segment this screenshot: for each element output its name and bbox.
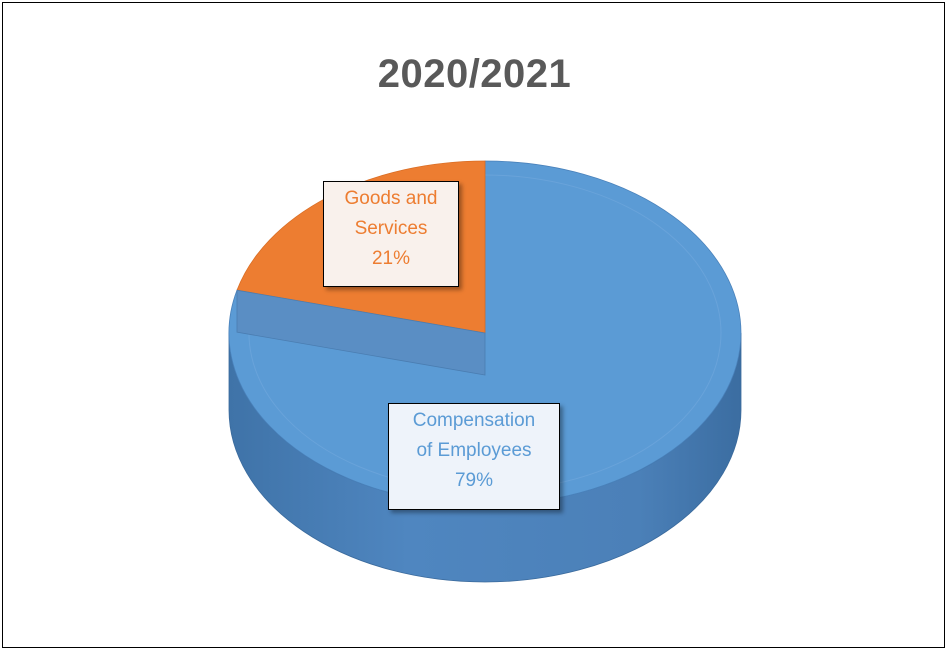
slice-cut-wall-compensation-of-employees <box>236 289 486 376</box>
goods-label-pct: 21% <box>371 248 411 269</box>
comp-label-pct: 79% <box>454 470 494 491</box>
comp-label-line1: Compensation <box>412 410 536 431</box>
data-label-compensation-of-employees: Compensation of Employees 79% <box>388 403 560 510</box>
chart-title: 2020/2021 <box>377 52 572 96</box>
goods-label-line1: Goods and <box>344 188 438 209</box>
data-label-goods-and-services: Goods and Services 21% <box>323 181 459 287</box>
slice-highlight-compensation-of-employees <box>248 174 722 492</box>
comp-label-line2: of Employees <box>416 440 532 461</box>
goods-label-line2: Services <box>354 218 428 239</box>
